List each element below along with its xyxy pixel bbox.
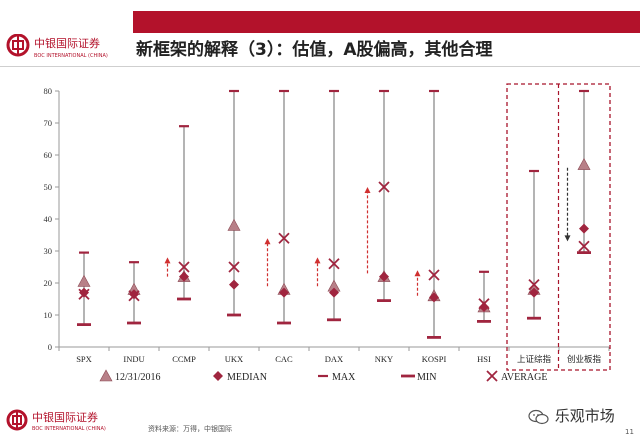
trend-arrow-head [164, 257, 171, 264]
trend-arrow-head [264, 238, 271, 245]
legend-marker [213, 371, 223, 381]
legend-label: MEDIAN [227, 372, 267, 383]
x-tick-label: KOSPI [422, 354, 447, 364]
wechat-icon [528, 409, 549, 424]
x-tick-label: 上证综指 [517, 354, 552, 364]
point-12-31-2016 [227, 218, 241, 231]
x-marker-stroke [278, 232, 290, 244]
point-median [479, 302, 489, 312]
legend-marker [99, 369, 113, 382]
boc-footer-logo: 中银国际证券 BOC INTERNATIONAL (CHINA) [6, 409, 106, 432]
point-average [528, 278, 540, 291]
y-tick-label: 10 [44, 310, 53, 320]
x-marker-stroke [378, 181, 390, 193]
x-tick-labels: SPX INDU CCMP UKX CAC DAX NKY KOSPI HSI 上证综指 创业板指 [76, 354, 601, 364]
logo-name-en: BOC INTERNATIONAL (CHINA) [34, 53, 108, 59]
footer-logo-name-en: BOC INTERNATIONAL (CHINA) [32, 426, 106, 432]
watermark-text: 乐观市场 [554, 407, 615, 425]
x-tick-label: UKX [225, 354, 243, 364]
y-tick-label: 60 [44, 150, 53, 160]
x-tick-label: INDU [123, 354, 144, 364]
trend-arrows [164, 167, 571, 296]
range-whiskers [83, 91, 585, 338]
logo-name-cn: 中银国际证券 [34, 36, 100, 50]
x-marker-stroke [578, 240, 590, 252]
x-marker-stroke [328, 258, 340, 270]
point-average [128, 290, 140, 302]
boc-logo: 中银国际证券 BOC INTERNATIONAL (CHINA) [6, 33, 108, 59]
point-median [279, 287, 289, 298]
x-marker-stroke [128, 290, 140, 302]
slide-title: 新框架的解释（3）：估值，A股偏高，其他合理 [136, 40, 493, 60]
point-average [178, 261, 190, 273]
y-tick-label: 0 [48, 342, 52, 352]
y-tick-label: 20 [44, 278, 53, 288]
point-median [229, 279, 239, 290]
point-average [478, 298, 490, 310]
x-tick-label: CCMP [172, 354, 196, 364]
point-median [379, 271, 389, 282]
chart-axes: 0 10 20 30 40 50 60 70 80 [44, 86, 610, 352]
x-tick-label: HSI [477, 354, 491, 364]
chart-legend: 12/31/2016 MEDIAN MAX MIN AVERAGE [99, 369, 547, 383]
trend-arrow-head [314, 257, 321, 264]
point-average [428, 269, 440, 281]
slide-header: 中银国际证券 BOC INTERNATIONAL (CHINA) 新框架的解释（… [0, 0, 640, 75]
footer-logo-name-cn: 中银国际证券 [32, 410, 98, 424]
x-tick-label: 创业板指 [567, 354, 602, 364]
point-median [529, 287, 539, 298]
x-marker-stroke [478, 298, 490, 310]
page-number: 11 [625, 428, 634, 436]
x-marker-stroke [428, 269, 440, 281]
y-tick-label: 80 [44, 86, 53, 96]
valuation-chart: 0 10 20 30 40 50 60 70 80 SPX INDU CCMP UKX CAC DAX NK… [44, 83, 611, 383]
point-average [228, 261, 240, 273]
data-points [77, 89, 591, 339]
x-tick-label: NKY [375, 354, 393, 364]
trend-arrow-head [364, 187, 371, 193]
y-tick-label: 70 [44, 118, 53, 128]
x-marker-stroke [486, 370, 498, 382]
point-median [579, 223, 589, 234]
point-median [79, 287, 89, 298]
point-average [578, 240, 590, 252]
legend-label: AVERAGE [501, 372, 547, 383]
trend-arrow-head [414, 270, 421, 277]
point-median [179, 271, 189, 282]
point-median [129, 289, 139, 300]
wechat-watermark: 乐观市场 [528, 404, 615, 428]
x-marker-stroke [228, 261, 240, 273]
data-source-note: 资料来源：万得，中银国际 [148, 425, 232, 433]
legend-label: MAX [332, 372, 356, 383]
x-tick-label: DAX [325, 354, 343, 364]
x-tick-label: SPX [76, 354, 92, 364]
point-average [378, 181, 390, 193]
x-marker-stroke [528, 278, 540, 291]
y-tick-label: 40 [44, 214, 53, 224]
point-12-31-2016 [577, 157, 591, 170]
y-tick-label: 30 [44, 246, 53, 256]
point-12-31-2016 [77, 274, 91, 287]
x-marker-stroke [178, 261, 190, 273]
slide-footer: 中银国际证券 BOC INTERNATIONAL (CHINA) 资料来源：万得… [0, 402, 640, 443]
legend-label: 12/31/2016 [115, 372, 161, 383]
point-average [328, 258, 340, 270]
trend-arrow-head [564, 235, 571, 242]
point-median [329, 287, 339, 298]
x-tick-label: CAC [275, 354, 293, 364]
point-median [429, 292, 439, 303]
point-average [78, 288, 90, 300]
point-average [278, 232, 290, 244]
highlight-box-group [506, 83, 611, 371]
x-marker-stroke [78, 288, 90, 300]
y-tick-label: 50 [44, 182, 53, 192]
title-divider [0, 66, 640, 67]
header-stripe [133, 11, 640, 33]
legend-marker [486, 370, 498, 382]
legend-label: MIN [417, 372, 436, 383]
